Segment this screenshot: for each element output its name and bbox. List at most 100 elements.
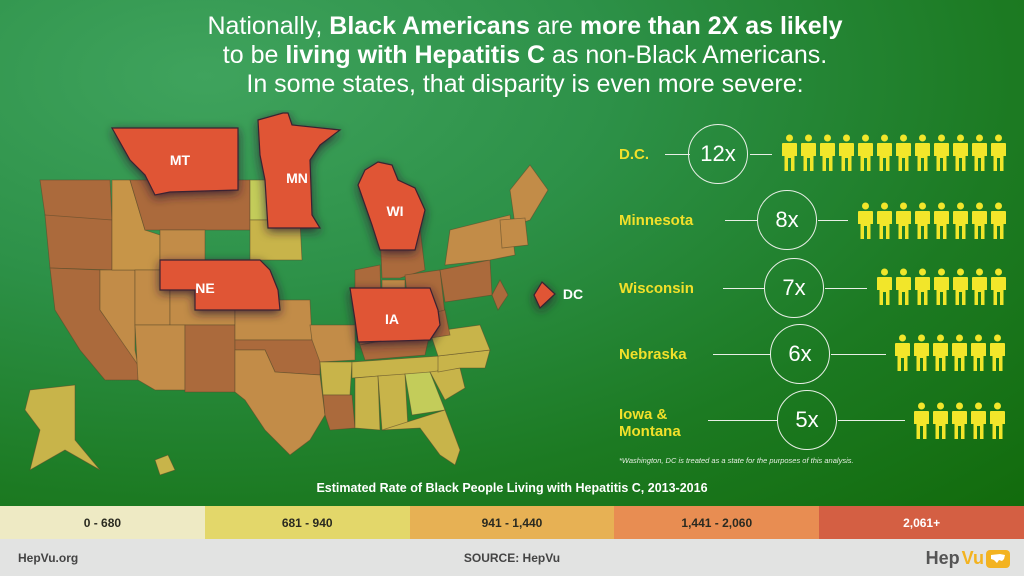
infographic-canvas: Nationally, Black Americans are more tha… [0, 0, 1024, 506]
person-icon [933, 134, 950, 172]
person-icon [913, 402, 930, 440]
state-tx [234, 349, 326, 456]
connector-line [838, 420, 905, 421]
person-icon [876, 268, 893, 306]
person-icon [838, 134, 855, 172]
person-icon [970, 402, 987, 440]
state-la [322, 394, 356, 431]
state-mn-highlight [257, 112, 342, 229]
person-icon [914, 202, 931, 240]
site-link[interactable]: HepVu.org [18, 551, 79, 565]
connector-line [713, 354, 771, 355]
person-icon [970, 334, 987, 372]
row-label: D.C. [619, 146, 649, 163]
row-label: Iowa & Montana [619, 406, 681, 440]
us-map-svg: MT MN WI NE IA DC [24, 112, 583, 476]
person-icon [781, 134, 798, 172]
us-choropleth-map: MT MN WI NE IA DC [20, 110, 600, 480]
legend-bin-3: 941 - 1,440 [409, 506, 615, 539]
connector-line [825, 288, 867, 289]
multiplier-circle: 6x [770, 324, 830, 384]
state-hi [154, 454, 176, 476]
label-ia: IA [385, 311, 399, 327]
state-ny [444, 214, 516, 266]
person-icon [932, 402, 949, 440]
state-ne-highlight [159, 259, 281, 311]
headline-line-2: to be living with Hepatitis C as non-Bla… [222, 41, 828, 69]
person-icon [895, 134, 912, 172]
multiplier-circle: 12x [688, 124, 748, 184]
connector-line [750, 154, 772, 155]
state-ia-highlight [349, 287, 441, 343]
state-az [134, 324, 186, 391]
label-mt: MT [170, 152, 191, 168]
person-icon [932, 334, 949, 372]
person-icon [971, 202, 988, 240]
people-icons [781, 134, 1007, 172]
person-icon [895, 202, 912, 240]
legend-bin-1: 0 - 680 [0, 506, 205, 539]
person-icon [857, 134, 874, 172]
label-dc: DC [563, 286, 583, 302]
label-mn: MN [286, 170, 308, 186]
state-mo [309, 324, 356, 363]
label-wi: WI [386, 203, 403, 219]
row-label: Minnesota [619, 212, 694, 229]
source-credit: SOURCE: HepVu [463, 551, 561, 565]
footer: HepVu.org SOURCE: HepVu Hep Vu [0, 539, 1024, 576]
people-icons [857, 202, 1007, 240]
person-icon [952, 268, 969, 306]
person-icon [990, 134, 1007, 172]
state-ms [354, 375, 381, 431]
people-icons [894, 334, 1006, 372]
person-icon [914, 268, 931, 306]
person-icon [951, 402, 968, 440]
person-icon [952, 202, 969, 240]
person-icon [990, 268, 1007, 306]
row-label: Wisconsin [619, 280, 694, 297]
person-icon [989, 402, 1006, 440]
person-icon [819, 134, 836, 172]
multiplier-circle: 8x [757, 190, 817, 250]
state-ar [319, 361, 353, 396]
state-or [44, 214, 113, 271]
person-icon [933, 202, 950, 240]
headline-line-1: Nationally, Black Americans are more tha… [207, 12, 843, 40]
person-icon [933, 268, 950, 306]
connector-line [725, 220, 758, 221]
legend-bin-4: 1,441 - 2,060 [614, 506, 820, 539]
person-icon [951, 334, 968, 372]
state-me [509, 164, 549, 226]
person-icon [914, 134, 931, 172]
person-icon [913, 334, 930, 372]
person-icon [971, 268, 988, 306]
people-icons [913, 402, 1006, 440]
person-icon [990, 202, 1007, 240]
headline: Nationally, Black Americans are more tha… [150, 12, 900, 99]
person-icon [857, 202, 874, 240]
state-dc-highlight [533, 281, 556, 310]
footnote: *Washington, DC is treated as a state fo… [619, 456, 854, 465]
state-ne-states [499, 217, 529, 249]
person-icon [894, 334, 911, 372]
state-nj [491, 279, 509, 311]
multiplier-circle: 5x [777, 390, 837, 450]
us-map-logo-icon [986, 549, 1010, 568]
legend-bin-2: 681 - 940 [204, 506, 410, 539]
connector-line [708, 420, 778, 421]
state-nm [184, 324, 236, 393]
state-fl [381, 409, 461, 466]
legend-scale: 0 - 680 681 - 940 941 - 1,440 1,441 - 2,… [0, 506, 1024, 539]
state-ak [24, 384, 101, 471]
person-icon [876, 202, 893, 240]
row-label: Nebraska [619, 346, 687, 363]
person-icon [952, 134, 969, 172]
label-ne: NE [195, 280, 214, 296]
person-icon [971, 134, 988, 172]
hepvu-logo: Hep Vu [926, 548, 1010, 569]
multiplier-circle: 7x [764, 258, 824, 318]
person-icon [800, 134, 817, 172]
legend-bin-5: 2,061+ [819, 506, 1024, 539]
headline-line-3: In some states, that disparity is even m… [246, 70, 804, 98]
person-icon [895, 268, 912, 306]
